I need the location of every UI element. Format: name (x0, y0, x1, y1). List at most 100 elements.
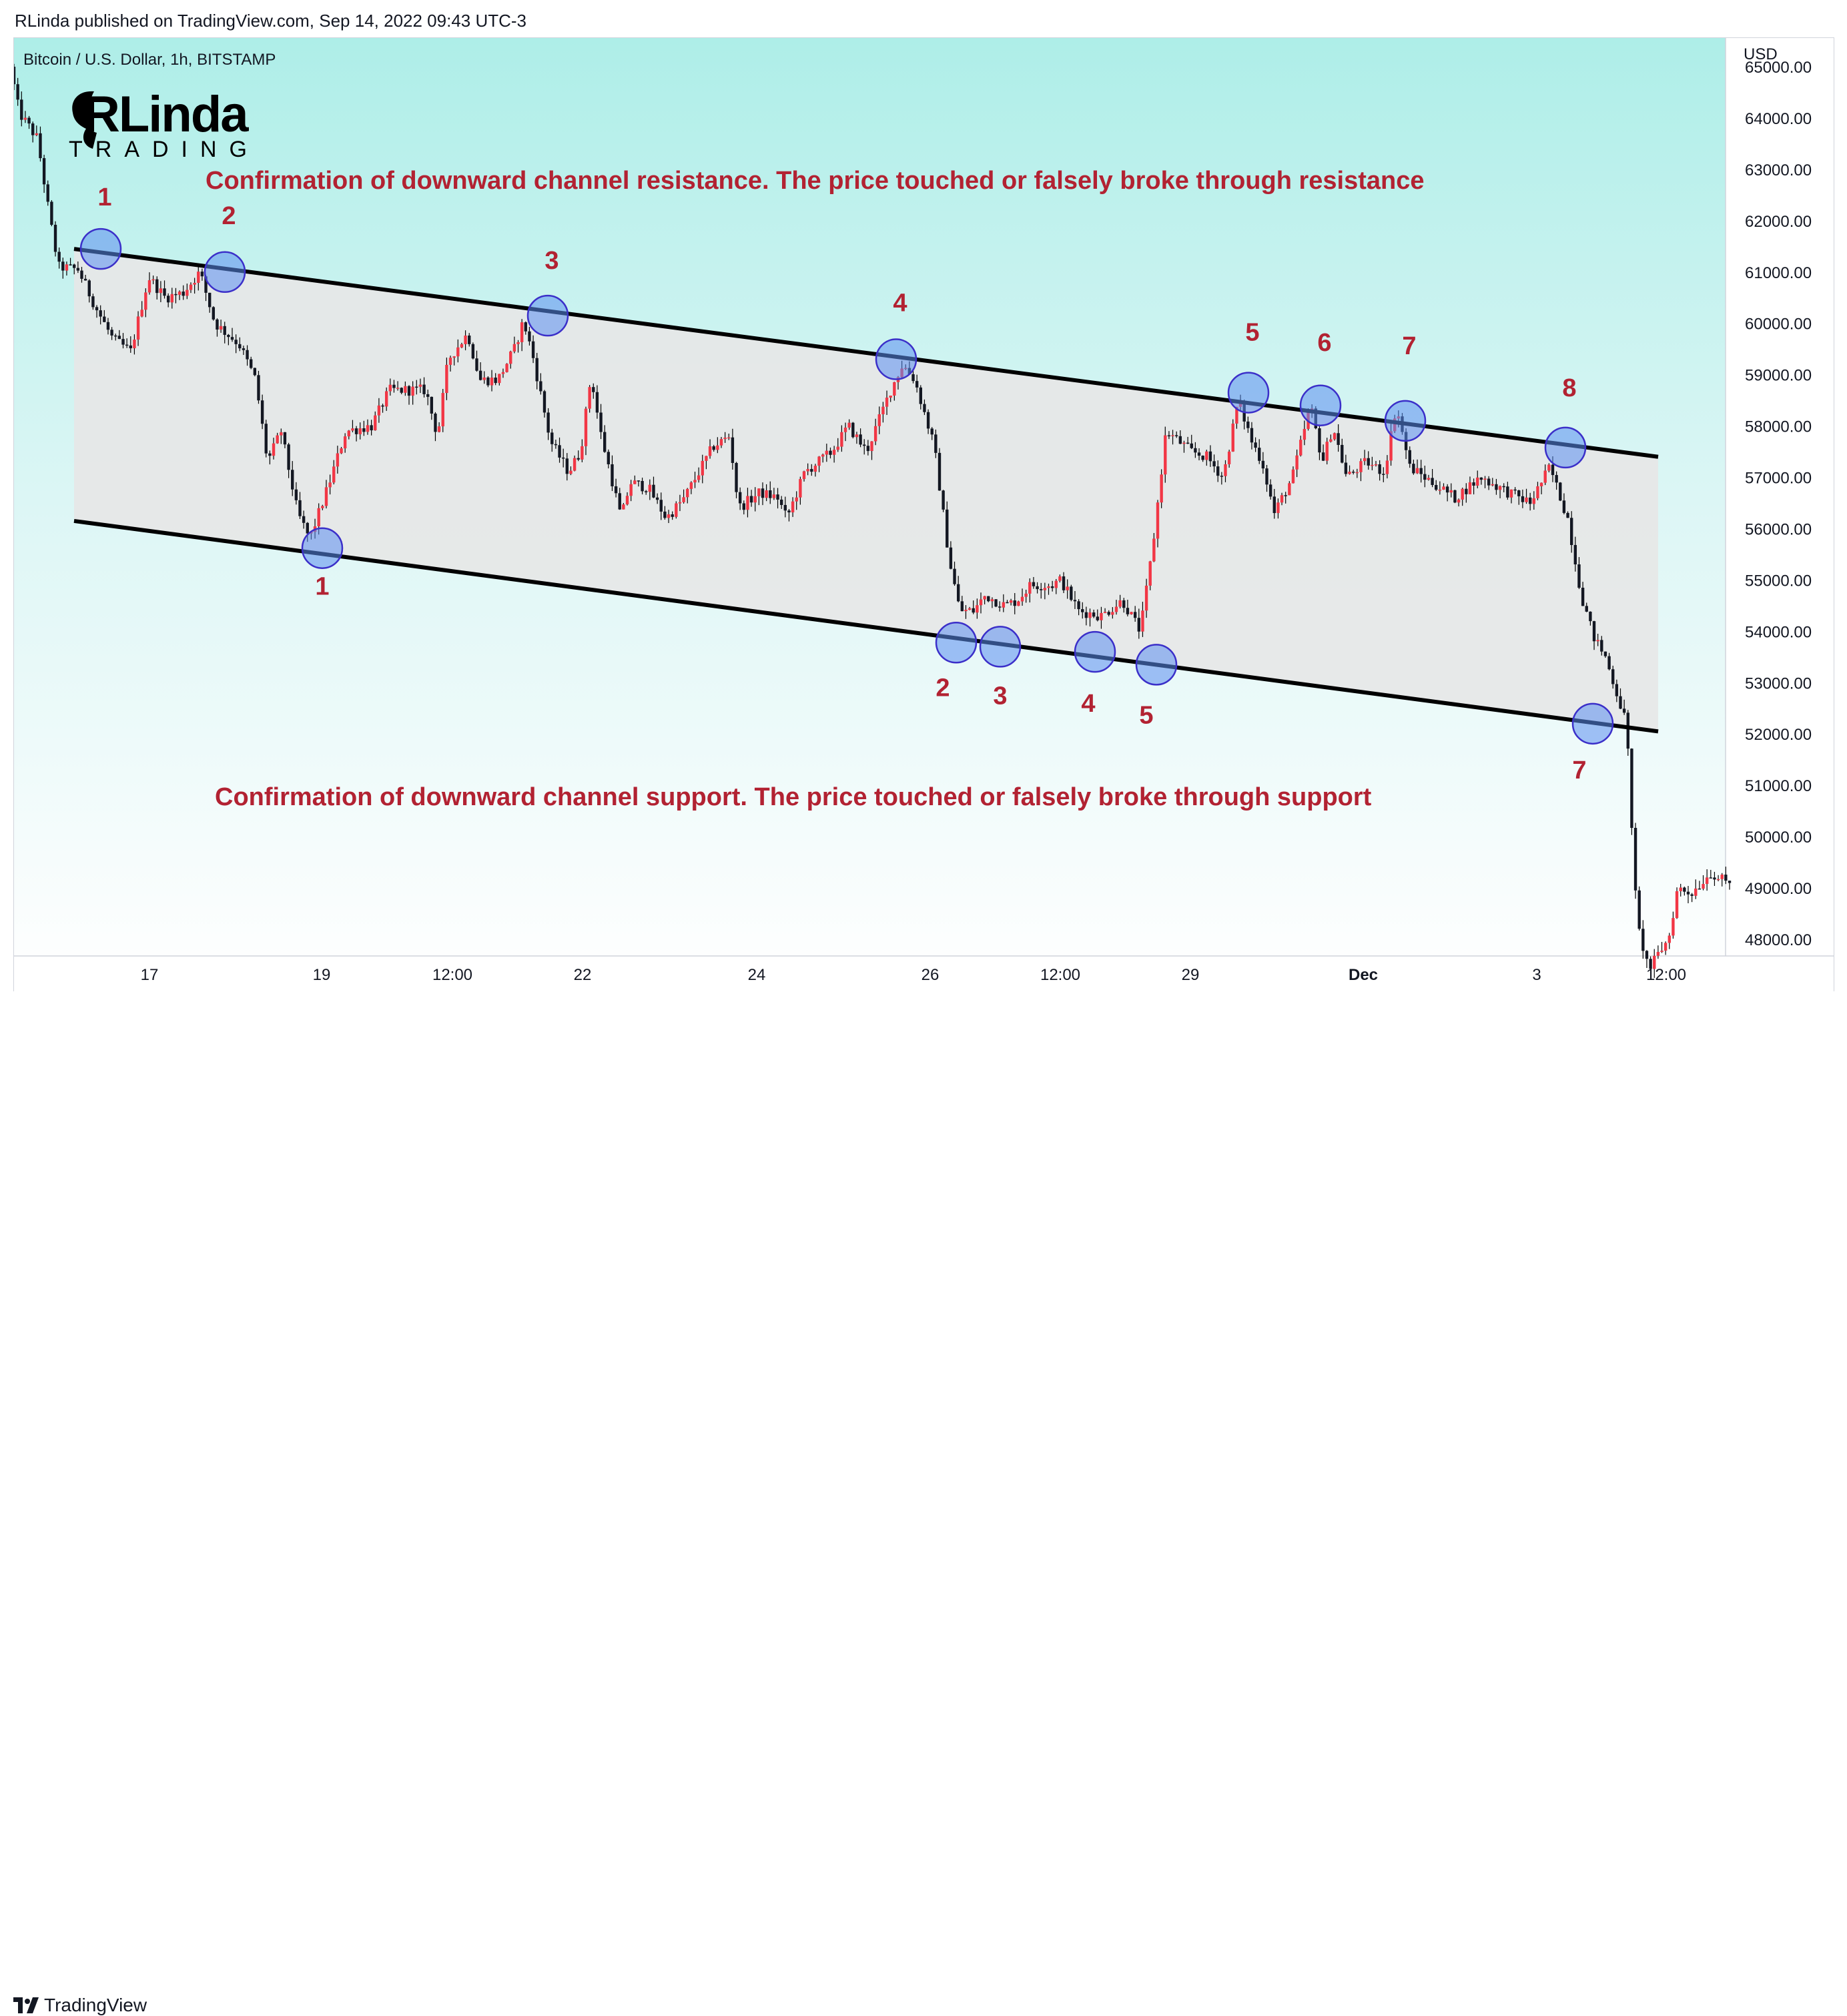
candle (1415, 459, 1419, 474)
candle (1412, 460, 1415, 475)
candle (1036, 582, 1039, 594)
candle (294, 482, 298, 505)
candle (611, 455, 614, 492)
candle (1675, 887, 1679, 919)
candle (516, 340, 520, 353)
touch-label: 5 (1139, 701, 1153, 729)
candle (374, 411, 377, 431)
candle (426, 390, 430, 406)
touch-circle (1227, 372, 1270, 414)
candle (569, 466, 573, 476)
touch-label: 8 (1562, 374, 1576, 402)
candle (870, 441, 873, 460)
candle (291, 461, 294, 496)
candle (735, 462, 738, 499)
candle (987, 596, 990, 602)
candle (682, 489, 685, 504)
candle (260, 394, 264, 430)
time-axis[interactable]: 17 19 12:00 22 24 26 12:00 29 Dec 3 12:00 (141, 966, 1686, 984)
touch-circle (526, 294, 569, 337)
tradingview-brand[interactable]: TradingView (13, 1995, 147, 2016)
price-axis-background (1726, 38, 1834, 956)
candle (1084, 606, 1088, 626)
candle (411, 381, 414, 405)
candle (946, 501, 949, 548)
resistance-touch-6: 6 (1299, 329, 1342, 427)
candle (972, 600, 975, 614)
candle (678, 494, 682, 512)
candle (1622, 699, 1626, 715)
touch-label: 4 (893, 290, 907, 318)
candle (659, 492, 663, 520)
candle (114, 334, 117, 341)
candle (1103, 608, 1107, 614)
candle (246, 345, 249, 366)
logo-subtext: TRADING (69, 137, 260, 162)
y-tick-label: 63000.00 (1745, 161, 1812, 179)
candle (641, 478, 644, 495)
candle (407, 385, 411, 405)
candle (1261, 452, 1265, 474)
y-tick-label: 55000.00 (1745, 572, 1812, 590)
candle (1295, 449, 1299, 478)
candle (1724, 867, 1728, 885)
touch-label: 7 (1572, 757, 1586, 785)
candle (1032, 576, 1036, 589)
candle (336, 446, 340, 474)
candle (806, 463, 809, 476)
candle (264, 420, 268, 458)
candle (140, 301, 143, 318)
candle (855, 432, 859, 444)
candle (1329, 434, 1333, 443)
candle (1017, 600, 1020, 606)
y-tick-label: 51000.00 (1745, 777, 1812, 795)
candle (1577, 557, 1581, 590)
candle (1092, 609, 1096, 618)
candle (1559, 482, 1562, 502)
candle (1137, 608, 1141, 639)
candle (298, 492, 302, 519)
y-tick-label: 48000.00 (1745, 931, 1812, 949)
candle (1637, 886, 1641, 931)
candle (452, 356, 456, 366)
price-axis[interactable]: 66000.0065000.0064000.0063000.0062000.00… (1745, 7, 1812, 949)
candle (1156, 500, 1160, 548)
candle (1058, 574, 1062, 583)
candle (1698, 881, 1702, 890)
candle (340, 446, 343, 454)
candle (253, 368, 257, 377)
candle (599, 404, 603, 440)
candle (1194, 442, 1197, 458)
candle (652, 476, 655, 498)
candle (531, 335, 535, 364)
candle (866, 440, 870, 456)
candle (1442, 483, 1445, 490)
candle (1668, 933, 1671, 949)
candle (1702, 875, 1705, 891)
candle (976, 598, 979, 619)
candle (238, 337, 242, 352)
x-tick-label: 3 (1532, 966, 1541, 984)
candle (1573, 536, 1577, 572)
x-tick-label: Dec (1349, 966, 1378, 984)
candle (671, 511, 674, 520)
candle (1603, 651, 1607, 658)
candle (257, 370, 260, 404)
candle (1231, 419, 1234, 452)
candle (1408, 446, 1411, 468)
touch-label: 3 (544, 247, 559, 275)
candle (1013, 592, 1016, 614)
candle (197, 266, 200, 291)
candle (1020, 588, 1024, 606)
candle (347, 430, 350, 440)
candle (268, 450, 272, 465)
candle (968, 606, 972, 610)
resistance-touch-4: 4 (875, 290, 917, 380)
candle (956, 576, 960, 602)
touch-label: 5 (1245, 319, 1259, 347)
candle (1355, 468, 1359, 478)
candle (1288, 481, 1291, 496)
candle (686, 488, 689, 504)
